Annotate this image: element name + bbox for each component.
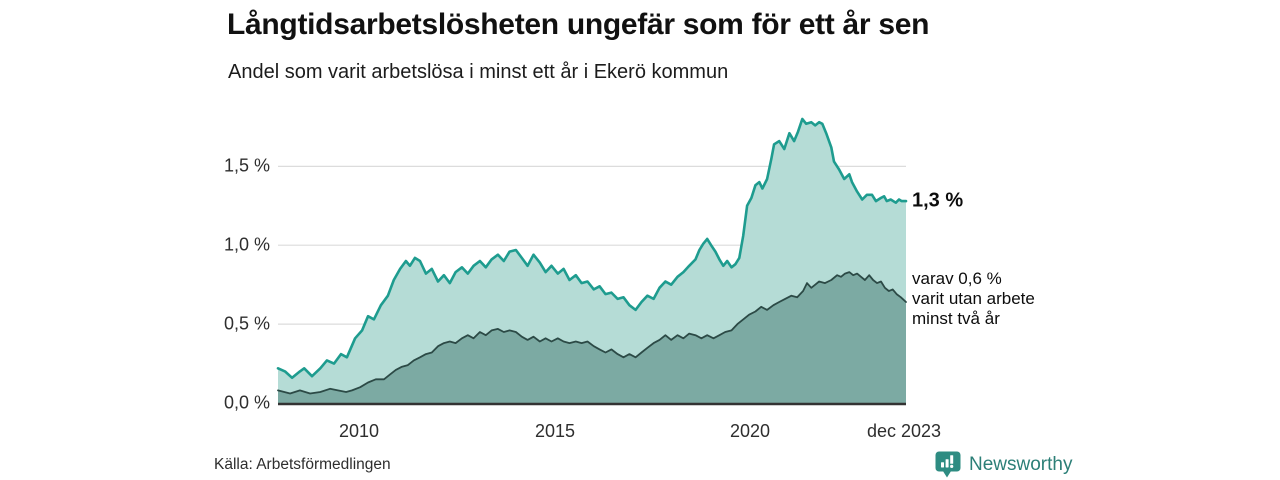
x-tick-label: 2020 [729, 421, 771, 441]
y-tick-label: 1,0 % [223, 234, 270, 255]
end-note-line: varav 0,6 % [912, 269, 1002, 288]
x-tick-label: 2010 [338, 421, 380, 441]
source-attribution: Källa: Arbetsförmedlingen [214, 456, 391, 473]
chart-subtitle: Andel som varit arbetslösa i minst ett å… [228, 61, 729, 83]
newsworthy-icon [935, 451, 961, 478]
series-end-note: varav 0,6 % varit utan arbete minst två … [912, 269, 1035, 329]
y-tick-label: 1,5 % [223, 155, 270, 176]
area-series-2 [278, 272, 906, 403]
page-title: Långtidsarbetslösheten ungefär som för e… [227, 8, 930, 41]
x-tick-label: 2015 [534, 421, 576, 441]
y-tick-label: 0,5 % [223, 313, 270, 334]
end-note-line: varit utan arbete [912, 289, 1035, 308]
newsworthy-wordmark: Newsworthy [969, 453, 1073, 475]
x-tick-label: dec 2023 [866, 421, 942, 441]
newsworthy-logo: Newsworthy [934, 450, 1072, 479]
line-series-2 [277, 271, 907, 395]
end-note-line: minst två år [912, 309, 1000, 328]
y-tick-label: 0,0 % [223, 392, 270, 413]
line-series-1 [276, 117, 908, 380]
series-end-value-label: 1,3 % [912, 189, 964, 212]
